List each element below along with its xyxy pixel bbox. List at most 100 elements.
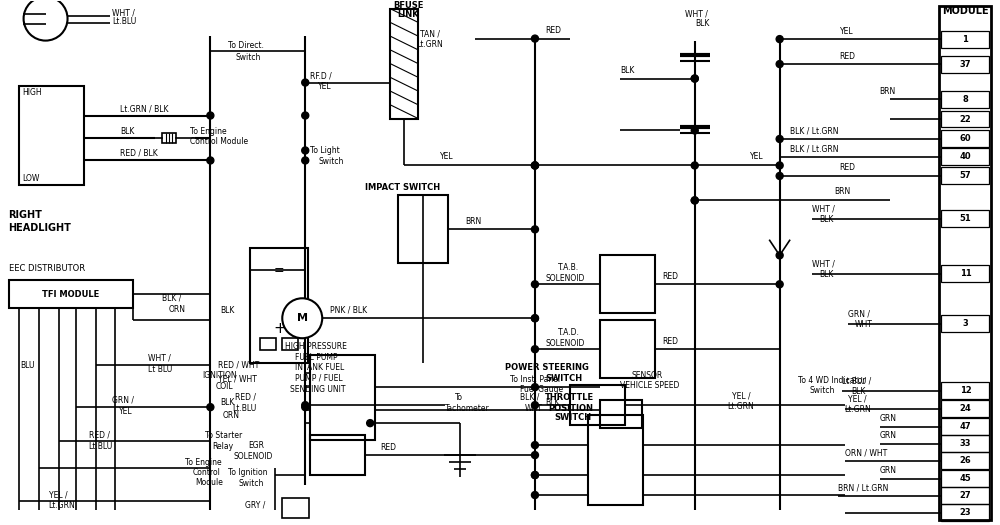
Text: TFI MODULE: TFI MODULE [42,290,99,299]
Text: SOLENOID: SOLENOID [546,339,585,348]
Circle shape [776,281,783,288]
Circle shape [207,404,214,411]
Bar [941,452,989,469]
Bar [250,248,308,363]
Text: RF.D /: RF.D / [310,71,332,80]
Bar [941,131,989,148]
Text: Fuel Gauge: Fuel Gauge [520,385,563,394]
Text: YEL: YEL [750,152,763,161]
Circle shape [531,281,538,288]
Text: ORN: ORN [222,411,239,419]
Text: Switch: Switch [235,53,261,62]
Text: HIGH: HIGH [23,88,42,97]
Text: Lt.BLU: Lt.BLU [112,17,137,26]
Circle shape [691,162,698,169]
Text: MODULE: MODULE [942,6,989,16]
Text: Switch: Switch [318,157,344,166]
Text: PUMP / FUEL: PUMP / FUEL [295,374,343,383]
Text: BLK /: BLK / [520,393,539,402]
Bar [260,338,276,350]
Text: BLK / Lt.GRN: BLK / Lt.GRN [790,144,838,153]
Text: GRN: GRN [880,431,897,440]
Text: To Starter: To Starter [205,430,243,439]
Text: Lt.GRN: Lt.GRN [416,40,443,49]
Circle shape [531,346,538,353]
Text: THROTTLE: THROTTLE [545,393,594,402]
Text: EGR: EGR [248,440,264,449]
Text: RED / WHT: RED / WHT [218,361,260,370]
Bar [941,487,989,504]
Bar [941,265,989,282]
Text: RED /: RED / [89,430,110,439]
Text: BLK / Lt.GRN: BLK / Lt.GRN [790,127,838,135]
Circle shape [531,162,538,169]
Text: SWITCH: SWITCH [545,374,582,383]
Text: 47: 47 [960,422,971,431]
Circle shape [531,442,538,448]
Text: ORN: ORN [168,305,185,314]
Text: BFUSE: BFUSE [393,1,424,10]
Text: 27: 27 [960,491,971,500]
Text: SENDING UNIT: SENDING UNIT [290,385,346,394]
Circle shape [776,135,783,142]
Text: M: M [297,313,308,323]
Text: 57: 57 [960,172,971,181]
Text: BRN / Lt.GRN: BRN / Lt.GRN [838,483,888,492]
Text: YEL: YEL [840,27,853,36]
Text: 8: 8 [963,94,968,103]
Circle shape [531,162,538,169]
Text: IGNITION: IGNITION [202,371,237,380]
Bar [941,90,989,108]
Circle shape [302,79,309,86]
Bar [310,435,365,475]
Text: SOLENOID: SOLENOID [233,452,273,460]
Bar [941,382,989,399]
Text: BLK: BLK [620,66,634,75]
Circle shape [691,127,698,134]
Text: SOLENOID: SOLENOID [546,274,585,283]
Bar [941,504,989,521]
Text: 23: 23 [960,508,971,517]
Text: BRN: BRN [835,187,851,196]
Text: BLK: BLK [695,19,709,28]
Text: T.A.D.: T.A.D. [558,328,580,337]
Text: YEL /: YEL / [732,392,750,401]
Text: 24: 24 [960,404,971,413]
Text: 11: 11 [960,269,971,278]
Text: ORN / WHT: ORN / WHT [845,448,887,457]
Text: Switch: Switch [810,386,835,395]
Text: BLK: BLK [820,270,834,279]
Bar [941,149,989,165]
Text: IMPACT SWITCH: IMPACT SWITCH [365,183,440,192]
Text: POWER STEERING: POWER STEERING [505,363,589,372]
Text: GRN /: GRN / [848,309,870,318]
Text: 33: 33 [960,439,971,448]
Bar [588,415,643,505]
Text: RED: RED [840,51,856,60]
Bar [941,418,989,435]
Text: +: + [273,321,286,336]
Circle shape [531,471,538,479]
Bar [941,435,989,452]
Circle shape [531,226,538,233]
Bar [600,400,642,428]
Bar [941,56,989,72]
Circle shape [691,75,698,82]
Bar [941,30,989,48]
Text: Lt.BLU: Lt.BLU [89,442,113,450]
Text: 60: 60 [960,134,971,143]
Text: GRN: GRN [880,414,897,423]
Text: INTANK FUEL: INTANK FUEL [295,363,345,372]
Circle shape [531,402,538,408]
Text: POSITION: POSITION [548,404,593,413]
Text: RED: RED [662,337,678,346]
Bar [941,211,989,227]
Text: YEL: YEL [318,82,332,91]
Text: TAN /: TAN / [420,29,440,38]
Circle shape [531,452,538,458]
Text: 3: 3 [963,319,968,328]
Text: To Ignition: To Ignition [228,468,268,477]
Text: BLK: BLK [220,397,235,407]
Circle shape [302,157,309,164]
Circle shape [691,75,698,82]
